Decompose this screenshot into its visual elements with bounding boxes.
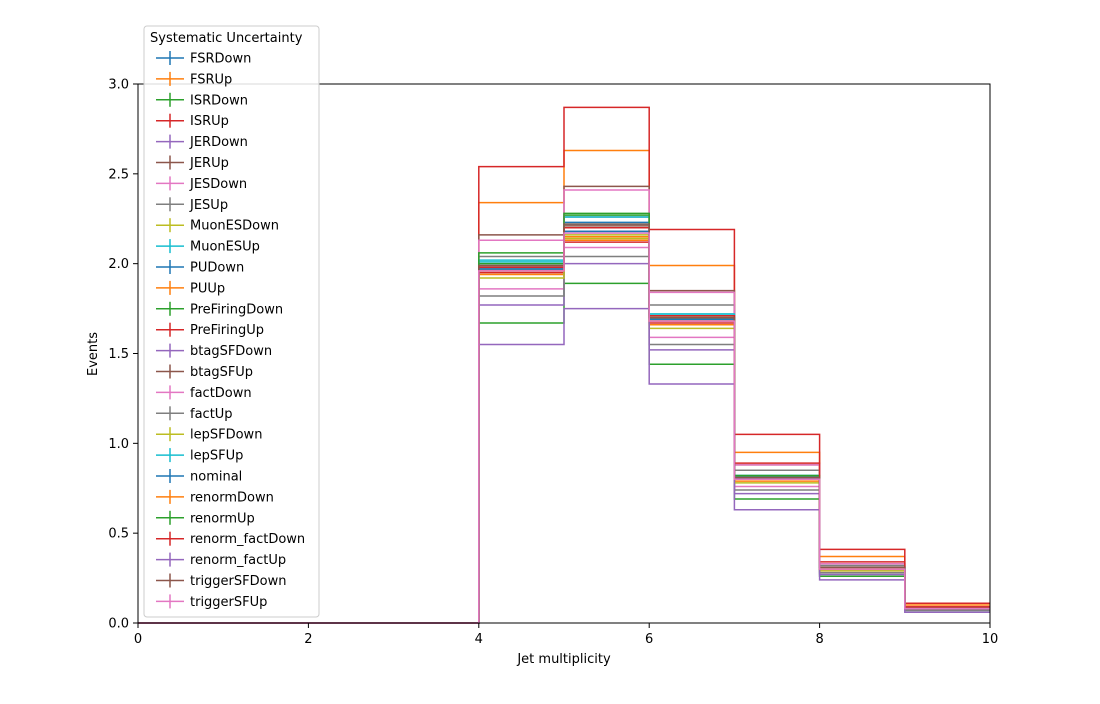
x-tick-label: 2 [304,632,312,647]
legend-entry-FSRDown: FSRDown [156,51,251,67]
x-tick-label: 0 [134,632,142,647]
y-axis-label: Events [86,332,101,376]
legend-entry-btagSFDown: btagSFDown [156,343,272,359]
legend-label: MuonESUp [190,240,260,255]
legend-label: factUp [190,407,233,422]
legend-label: PreFiringUp [190,323,264,338]
legend-label: JERDown [189,135,248,150]
legend-entry-JERDown: JERDown [156,134,248,150]
legend-entry-triggerSFDown: triggerSFDown [156,573,286,589]
legend-label: ISRDown [190,93,248,108]
y-tick-label: 1.0 [108,437,129,452]
y-tick-label: 2.5 [108,167,129,182]
legend-entry-renorm_factUp: renorm_factUp [156,552,286,568]
legend-entry-lepSFDown: lepSFDown [156,427,262,443]
legend-entry-PreFiringDown: PreFiringDown [156,301,283,317]
legend-label: JERUp [189,156,229,171]
legend-label: PUUp [190,281,225,296]
legend-entry-PUUp: PUUp [156,280,225,296]
legend-entry-lepSFUp: lepSFUp [156,448,243,464]
legend-entry-renormUp: renormUp [156,510,255,526]
legend-label: MuonESDown [190,219,279,234]
y-tick-label: 0.5 [108,527,129,542]
legend-label: lepSFUp [190,449,243,464]
y-tick-label: 2.0 [108,257,129,272]
legend-title: Systematic Uncertainty [150,31,303,46]
legend: Systematic Uncertainty FSRDown FSRUp ISRDo… [143,25,320,618]
x-tick-label: 4 [475,632,483,647]
legend-box [143,25,320,618]
legend-label: FSRDown [190,52,251,67]
legend-label: ISRUp [190,114,229,129]
x-axis: 0 2 4 6 8 10 [134,623,998,647]
legend-label: FSRUp [190,72,232,87]
legend-entry-triggerSFUp: triggerSFUp [156,594,267,610]
legend-label: PreFiringDown [190,302,283,317]
legend-entry-PUDown: PUDown [156,260,244,276]
legend-label: triggerSFDown [190,574,286,589]
legend-entry-JERUp: JERUp [156,155,229,171]
legend-entry-JESUp: JESUp [156,197,228,213]
y-axis: 0.0 0.5 1.0 1.5 2.0 2.5 3.0 [108,78,138,632]
y-tick-label: 3.0 [108,78,129,93]
legend-entry-MuonESDown: MuonESDown [156,218,279,234]
legend-entry-nominal: nominal [156,469,242,485]
legend-entry-MuonESUp: MuonESUp [156,239,260,255]
legend-label: PUDown [190,261,244,276]
legend-entry-renormDown: renormDown [156,489,274,505]
legend-label: JESDown [189,177,247,192]
legend-label: triggerSFUp [190,595,267,610]
legend-entry-PreFiringUp: PreFiringUp [156,322,264,338]
y-tick-label: 1.5 [108,347,129,362]
x-tick-label: 6 [645,632,653,647]
legend-label: renormUp [190,511,255,526]
x-tick-label: 10 [982,632,999,647]
legend-entry-JESDown: JESDown [156,176,247,192]
y-tick-label: 0.0 [108,617,129,632]
x-axis-label: Jet multiplicity [516,652,611,667]
legend-label: renorm_factDown [190,532,305,547]
legend-entry-renorm_factDown: renorm_factDown [156,531,305,547]
legend-entry-FSRUp: FSRUp [156,71,232,87]
x-tick-label: 8 [815,632,823,647]
legend-label: lepSFDown [190,428,262,443]
legend-label: btagSFDown [190,344,272,359]
legend-label: factDown [190,386,252,401]
legend-label: btagSFUp [190,365,253,380]
legend-entry-btagSFUp: btagSFUp [156,364,253,380]
legend-entry-factDown: factDown [156,385,252,401]
legend-label: nominal [190,470,242,485]
legend-entry-factUp: factUp [156,406,233,422]
legend-label: renormDown [190,490,274,505]
legend-entry-ISRUp: ISRUp [156,113,229,129]
legend-label: renorm_factUp [190,553,286,568]
legend-items: FSRDown FSRUp ISRDown ISRUp JERDown JERUp JESD… [156,51,305,610]
legend-entry-ISRDown: ISRDown [156,92,248,108]
legend-label: JESUp [189,198,228,213]
